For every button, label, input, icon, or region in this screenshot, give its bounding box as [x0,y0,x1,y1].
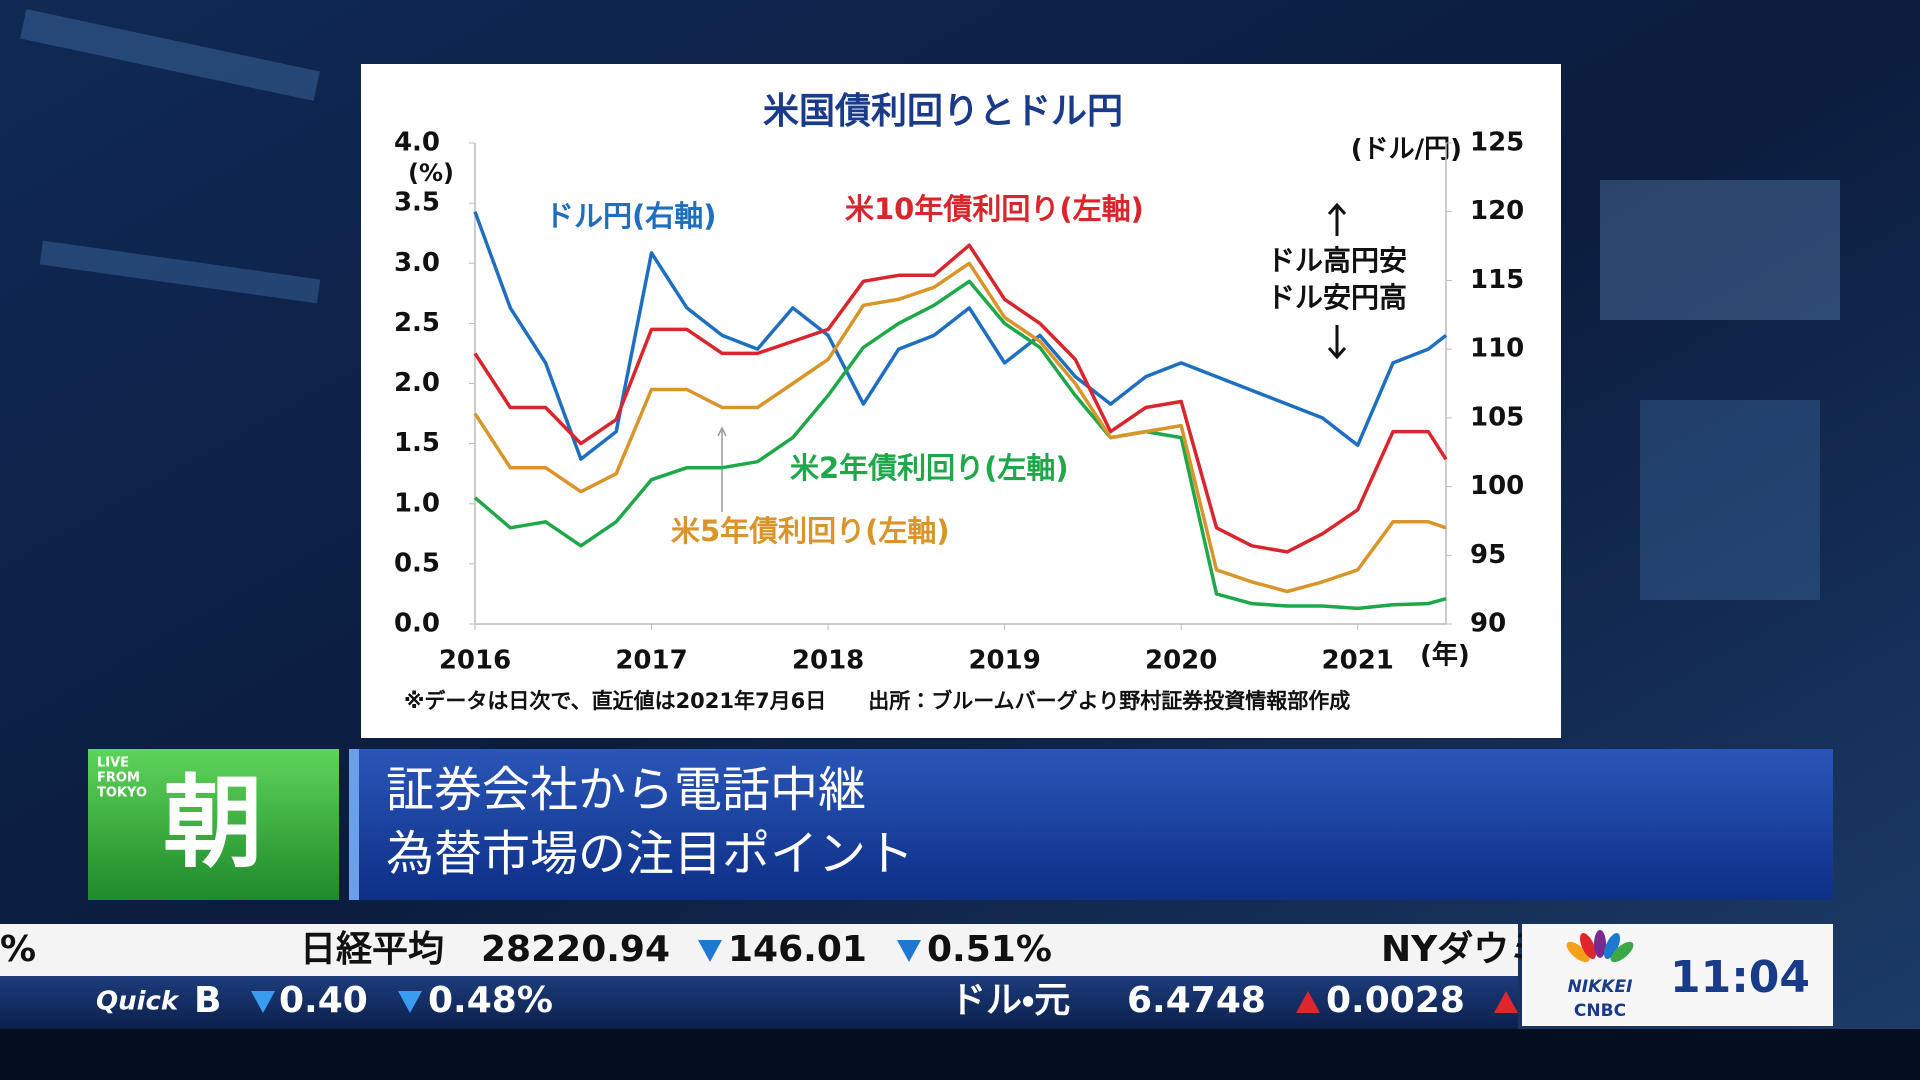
y-tick-label: 2.5 [394,308,440,338]
series-line [473,243,1448,554]
down-triangle [398,991,422,1013]
y2-tick-label: 95 [1470,540,1506,570]
ticker-text: 0.51% [927,929,1052,970]
y-tick-label: 0.5 [394,548,440,578]
badge-live: LIVE [97,756,129,771]
x-tick-label: 2018 [792,646,864,676]
ticker-text: ドル・元 [950,980,1070,1021]
pointer-arrow [717,426,727,512]
ticker-text: 0.0028 [1326,980,1465,1021]
y-tick-label: 1.0 [394,488,440,518]
program-name: 朝 [163,764,263,881]
headline-box [349,749,1833,900]
chart-title: 米国債利回りとドル円 [763,91,1123,132]
series-line [473,279,1447,611]
y-tick-label: 2.0 [394,368,440,398]
x-tick-label: 2019 [968,646,1040,676]
y2-tick-label: 115 [1470,265,1524,295]
y2-tick-label: 105 [1470,402,1524,432]
ticker-text: 日経平均 [300,929,444,970]
logo-text: NIKKEI [1568,977,1633,997]
annotation: ドル高円安 [1267,244,1407,277]
series-label: 米2年債利回り(左軸) [790,451,1069,485]
clock: 11:04 [1670,952,1810,1003]
x-tick-label: 2020 [1145,646,1217,676]
y2-tick-label: 125 [1470,128,1524,158]
studio-decor [20,9,1840,600]
x-tick-label: 2021 [1322,646,1394,676]
down-triangle [251,991,275,1013]
down-triangle [698,940,722,962]
badge-live: TOKYO [97,786,147,801]
y2-axis-unit: (ドル/円) [1351,135,1462,165]
y2-tick-label: 110 [1470,334,1524,364]
chart-panel [361,64,1561,738]
direction-arrows [1327,202,1347,360]
ticker-text: NYダウミ [1381,929,1545,970]
ticker-source: Quick [96,987,180,1017]
ticker-text: B [194,980,221,1021]
ticker-text: 0.48% [428,980,553,1021]
y2-tick-label: 100 [1470,471,1524,501]
ticker-text: 28220.94 [481,929,670,970]
series-label: 米10年債利回り(左軸) [845,192,1144,226]
logo-text: CNBC [1574,1001,1626,1021]
y-axis-unit: (%) [408,159,454,187]
ticker-row [0,924,1518,976]
y-tick-label: 1.5 [394,428,440,458]
x-axis-unit: (年) [1420,640,1470,671]
x-tick-label: 2017 [615,646,687,676]
down-triangle [897,940,921,962]
annotation: ドル安円高 [1267,281,1407,314]
ticker-text: 0.40 [279,980,368,1021]
y-tick-label: 3.5 [394,188,440,218]
chart-note: ※データは日次で、直近値は2021年7月6日 出所：ブルームバーグより野村証券投… [404,689,1350,713]
headline: 証券会社から電話中継 [386,762,866,818]
up-triangle [1296,991,1320,1013]
y-tick-label: 3.0 [394,248,440,278]
peacock-logo [1566,930,1634,963]
headline-accent [349,749,359,900]
series-label: ドル円(右軸) [545,199,717,233]
program-badge [88,749,339,900]
series-label: 米5年債利回り(左軸) [671,514,950,548]
badge-live: FROM [97,771,140,786]
bottom-strip [0,1029,1920,1080]
series-line [473,211,1448,461]
ticker-text: % [0,929,36,970]
ticker-row [0,976,1518,1029]
series-line [473,261,1447,594]
y-tick-label: 4.0 [394,128,440,158]
headline: 為替市場の注目ポイント [386,826,914,882]
y2-tick-label: 120 [1470,196,1524,226]
up-triangle [1494,991,1518,1013]
ticker-text: 146.01 [728,929,867,970]
y-tick-label: 0.0 [394,609,440,639]
x-tick-label: 2016 [439,646,511,676]
ticker-text: 6.4748 [1127,980,1266,1021]
logo-box [1522,924,1833,1026]
y2-tick-label: 90 [1470,609,1506,639]
